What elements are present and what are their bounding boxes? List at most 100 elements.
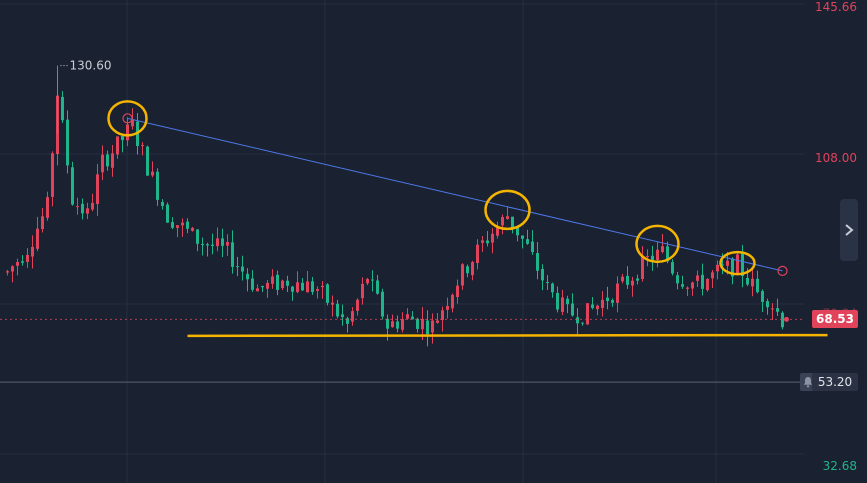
candle-body bbox=[251, 278, 254, 290]
candle-body bbox=[546, 282, 549, 284]
candle-body bbox=[386, 318, 389, 329]
candle-body bbox=[466, 266, 469, 274]
candle-body bbox=[776, 308, 779, 312]
candle-body bbox=[26, 254, 29, 262]
candle-body bbox=[706, 278, 709, 291]
alert-price-tag[interactable]: 53.20 bbox=[812, 373, 858, 392]
candle-body bbox=[591, 304, 594, 308]
candle-body bbox=[271, 276, 274, 284]
scroll-right-button[interactable] bbox=[840, 199, 858, 261]
candle-body bbox=[356, 299, 359, 311]
chevron-right-icon bbox=[845, 224, 854, 236]
candle-body bbox=[41, 216, 44, 230]
candle-body bbox=[36, 228, 39, 249]
candle-body bbox=[616, 283, 619, 303]
candle-body bbox=[676, 275, 679, 284]
candle-body bbox=[131, 119, 134, 127]
candle-body bbox=[276, 274, 279, 290]
candle-body bbox=[716, 264, 719, 272]
candle-body bbox=[606, 297, 609, 302]
candle-body bbox=[731, 258, 734, 277]
candle-body bbox=[91, 202, 94, 210]
candle-body bbox=[746, 277, 749, 285]
candle-body bbox=[501, 217, 504, 226]
candle-body bbox=[86, 208, 89, 214]
candle-body bbox=[361, 283, 364, 299]
candle-body bbox=[601, 299, 604, 309]
highlight-circle bbox=[719, 250, 756, 276]
candle-body bbox=[51, 153, 54, 197]
candle-body bbox=[726, 260, 729, 266]
candle-body bbox=[71, 167, 74, 205]
candle-body bbox=[336, 303, 339, 317]
candle-body bbox=[426, 320, 429, 335]
candle-body bbox=[391, 321, 394, 328]
highlight-circle bbox=[484, 189, 531, 231]
high-price-label: 130.60 bbox=[70, 59, 112, 73]
candle-body bbox=[126, 124, 129, 141]
candle-body bbox=[321, 285, 324, 288]
candle-body bbox=[656, 249, 659, 261]
candle-body bbox=[216, 238, 219, 247]
candle-body bbox=[496, 226, 499, 236]
candle-body bbox=[621, 276, 624, 282]
candle-body bbox=[181, 222, 184, 226]
candle-body bbox=[476, 244, 479, 264]
trendline bbox=[127, 117, 783, 272]
candle-body bbox=[406, 314, 409, 319]
candle-body bbox=[686, 287, 689, 289]
candle-body bbox=[81, 203, 84, 214]
candle-body bbox=[471, 262, 474, 276]
candle-body bbox=[261, 286, 264, 288]
candle-body bbox=[31, 246, 34, 257]
candle-body bbox=[171, 222, 174, 228]
candle-body bbox=[741, 253, 744, 276]
candle-body bbox=[151, 171, 154, 176]
candle-body bbox=[506, 216, 509, 219]
y-tick-label: 108.00 bbox=[815, 151, 857, 165]
y-tick-label: 145.66 bbox=[815, 0, 857, 14]
candle-body bbox=[366, 278, 369, 284]
candle-body bbox=[451, 294, 454, 309]
candle-body bbox=[331, 302, 334, 305]
candle-body bbox=[396, 321, 399, 329]
candle-body bbox=[221, 238, 224, 246]
candle-body bbox=[196, 229, 199, 244]
candle-body bbox=[11, 266, 14, 272]
candle-body bbox=[751, 278, 754, 287]
candle-body bbox=[526, 239, 529, 244]
candle-body bbox=[641, 255, 644, 280]
candle-body bbox=[646, 256, 649, 258]
candle-body bbox=[416, 318, 419, 329]
candle-body bbox=[521, 235, 524, 239]
candle-body bbox=[76, 206, 79, 208]
highlight-circle bbox=[107, 100, 148, 137]
candle-body bbox=[166, 204, 169, 223]
candle-body bbox=[486, 240, 489, 244]
candle-body bbox=[281, 280, 284, 289]
candle-body bbox=[596, 305, 599, 310]
candle-body bbox=[736, 254, 739, 275]
candle-body bbox=[461, 264, 464, 286]
candle-body bbox=[146, 146, 149, 176]
candle-body bbox=[241, 266, 244, 272]
candle-body bbox=[46, 197, 49, 218]
candle-body bbox=[576, 317, 579, 324]
chart-grid bbox=[0, 0, 805, 483]
candle-body bbox=[226, 242, 229, 246]
candle-body bbox=[516, 226, 519, 236]
candle-body bbox=[781, 312, 784, 328]
candle-body bbox=[231, 242, 234, 267]
candle-body bbox=[96, 174, 99, 205]
candle-body bbox=[671, 262, 674, 274]
candle-body bbox=[421, 318, 424, 330]
candle-body bbox=[541, 268, 544, 281]
drawings[interactable] bbox=[0, 100, 828, 383]
candle-body bbox=[116, 136, 119, 155]
candle-body bbox=[286, 280, 289, 286]
candle-body bbox=[101, 154, 104, 173]
candle-body bbox=[266, 282, 269, 289]
candle-body bbox=[6, 271, 9, 273]
